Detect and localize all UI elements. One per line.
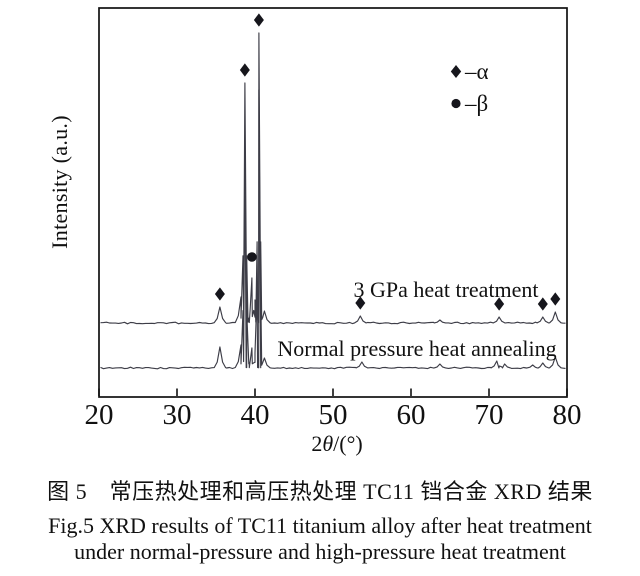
curve-label-normal-pressure: Normal pressure heat annealing [277, 336, 557, 361]
x-tick-label: 80 [552, 399, 582, 431]
legend-item-beta: –β [449, 92, 489, 115]
xrd-chart [98, 7, 568, 398]
beta-peak-marker-icon [247, 252, 257, 262]
caption-en-line2: under normal-pressure and high-pressure … [74, 539, 566, 564]
x-tick-label: 60 [396, 399, 426, 431]
legend-label-beta: –β [465, 91, 489, 116]
y-axis-label: Intensity (a.u.) [47, 115, 72, 249]
circle-icon [451, 98, 461, 109]
curve-label-3gpa: 3 GPa heat treatment [353, 277, 539, 302]
x-axis-label-suffix: /(°) [333, 431, 363, 456]
x-tick-label: 50 [318, 399, 348, 431]
legend: –α –β [449, 60, 489, 115]
x-axis-label-theta: θ [322, 431, 334, 456]
x-axis-label-prefix: 2 [311, 431, 323, 456]
alpha-peak-marker-icon [214, 287, 225, 301]
x-tick-label: 30 [162, 399, 192, 431]
trace-normal-pressure [100, 89, 566, 370]
caption-zh: 图 5 常压热处理和高压热处理 TC11 铛合金 XRD 结果 [47, 479, 593, 504]
x-tick-label: 40 [240, 399, 270, 431]
alpha-peak-marker-icon [239, 63, 250, 77]
x-axis-label: 2θ/(°) [311, 431, 362, 457]
alpha-peak-marker-icon [550, 292, 561, 306]
caption-en-line1: Fig.5 XRD results of TC11 titanium alloy… [48, 513, 592, 538]
alpha-peak-marker-icon [537, 297, 548, 311]
x-tick-label: 20 [84, 399, 114, 431]
legend-label-alpha: –α [465, 59, 489, 84]
x-tick-label: 70 [474, 399, 504, 431]
legend-item-alpha: –α [449, 60, 489, 83]
diamond-icon [450, 65, 462, 78]
alpha-peak-marker-icon [253, 13, 264, 27]
